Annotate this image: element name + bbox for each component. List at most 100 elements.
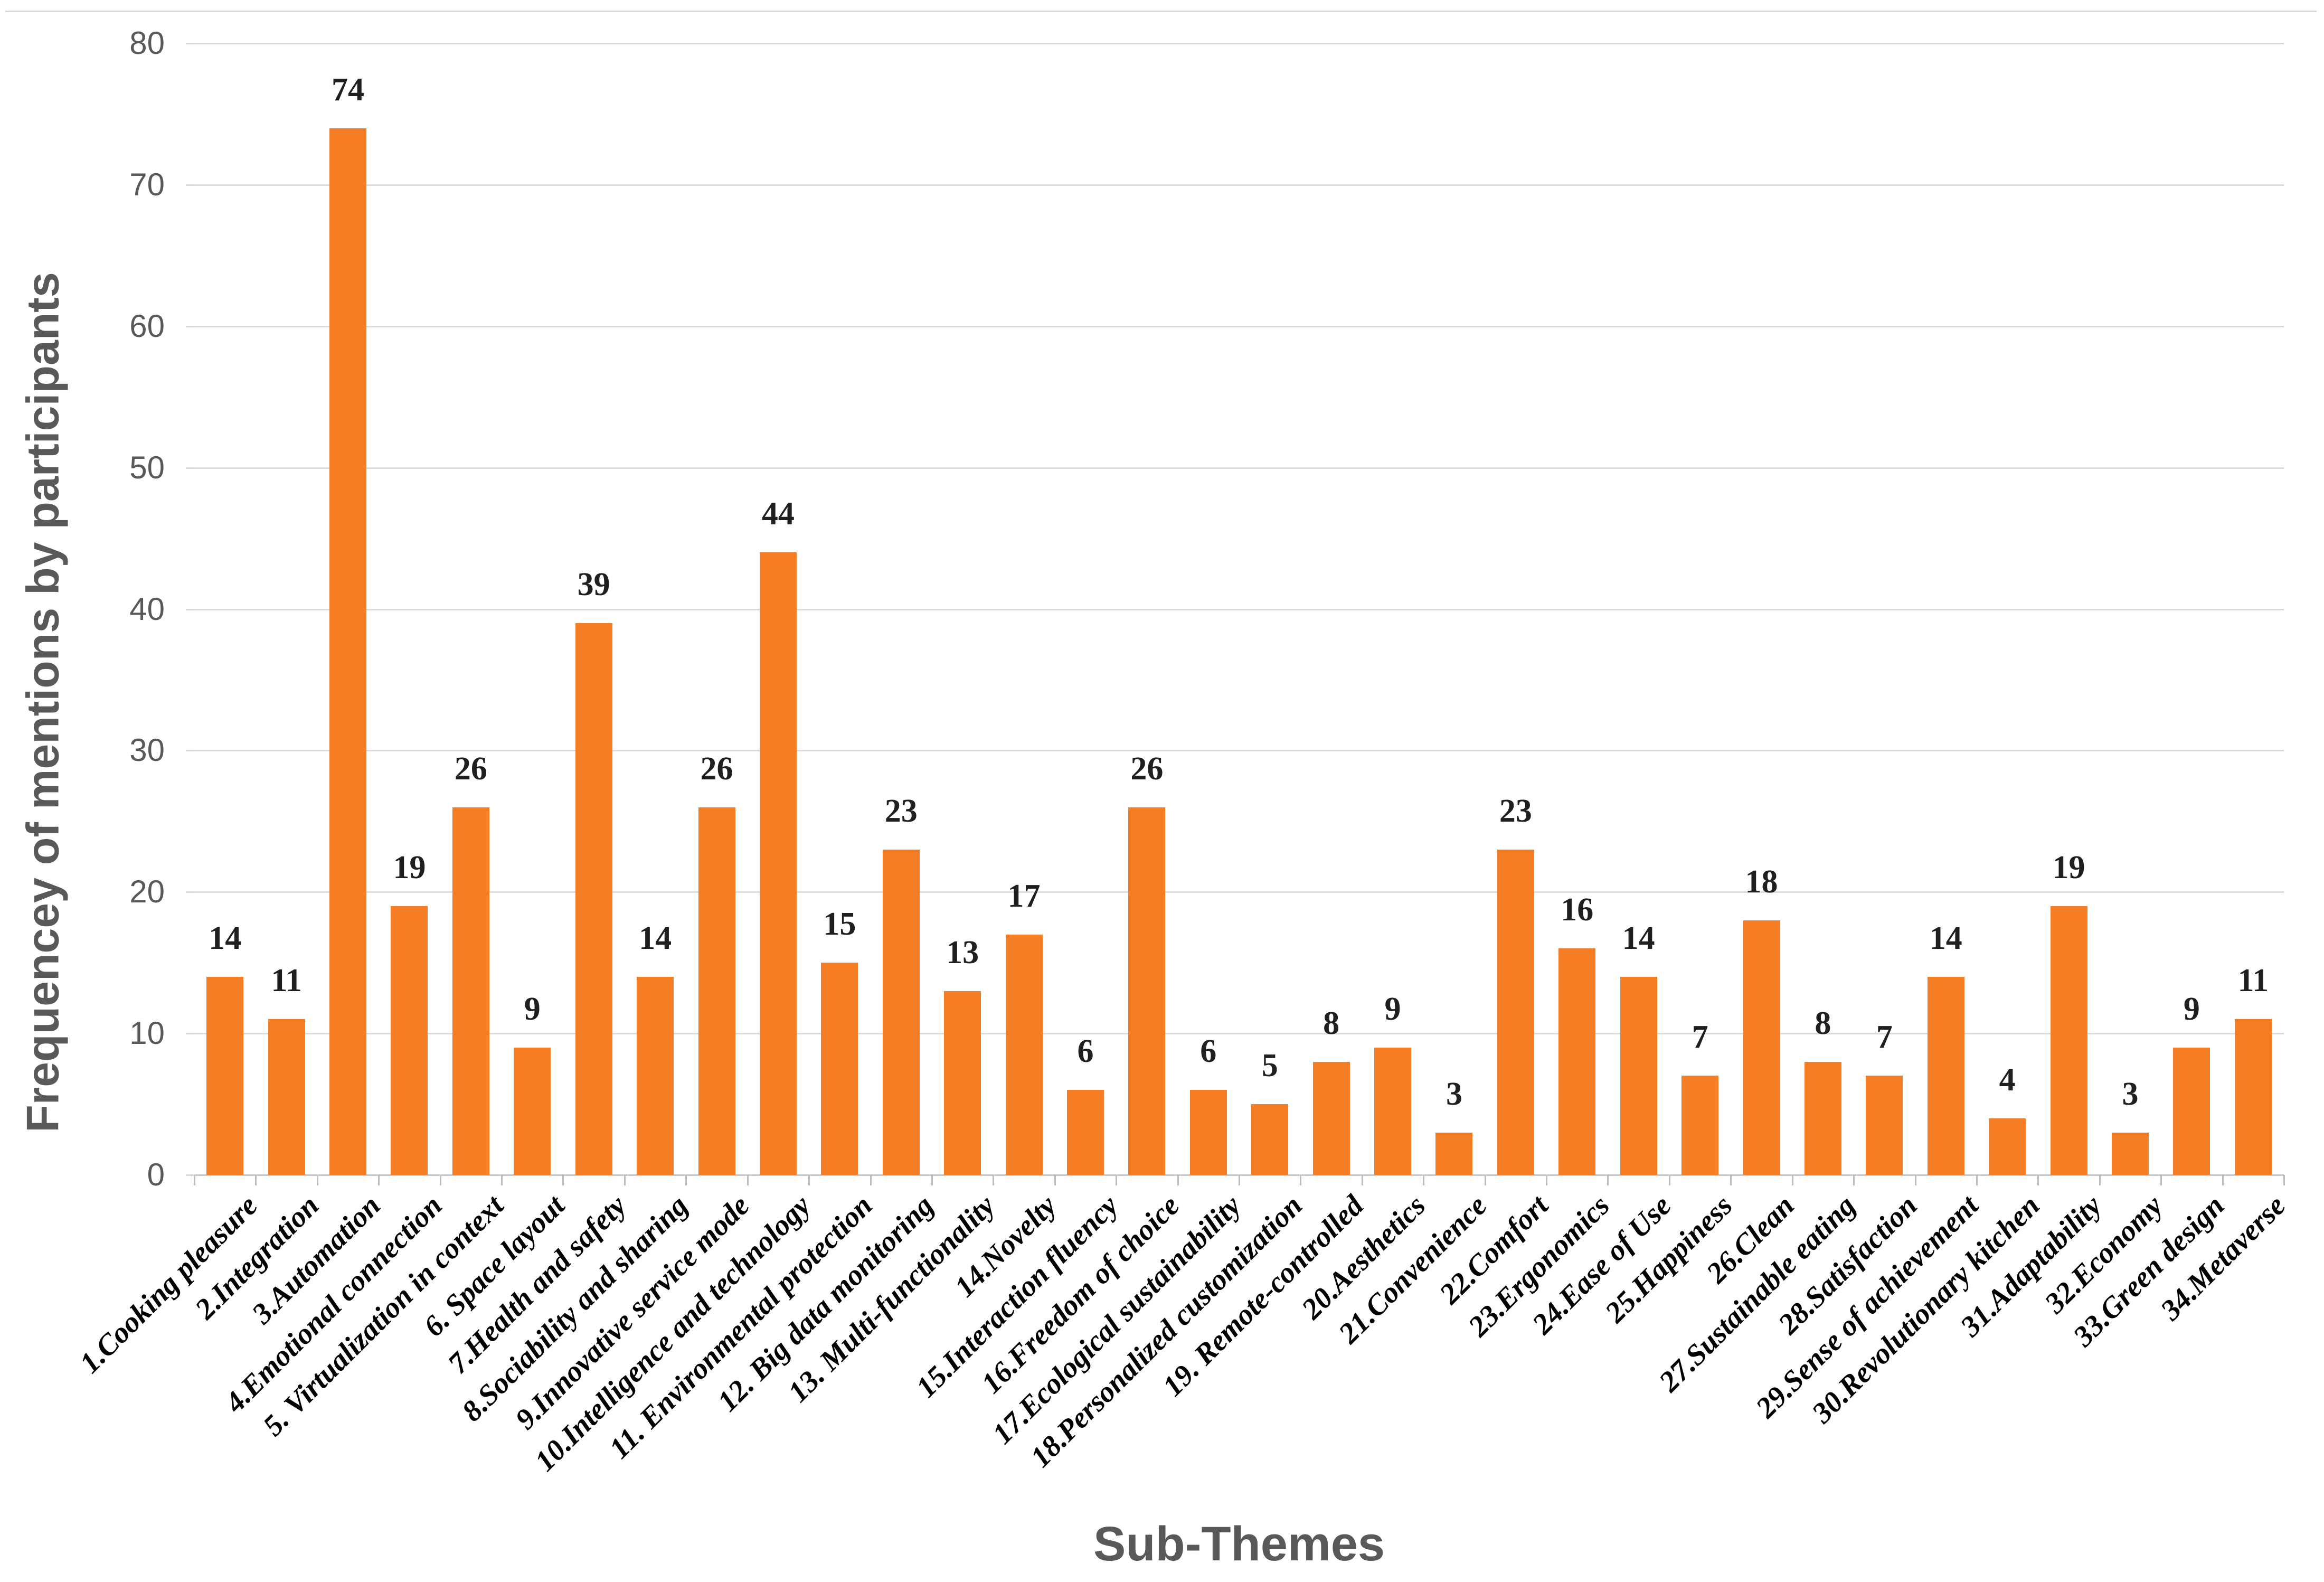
bar [1866,1076,1903,1175]
bar-value-label: 7 [1876,1019,1893,1056]
x-axis-tick [1853,1175,1855,1185]
bar-value-label: 26 [1130,750,1164,787]
bar-value-label: 8 [1323,1005,1340,1041]
bar-value-label: 16 [1561,892,1594,928]
x-axis-tick [1976,1175,1978,1185]
bar [268,1019,305,1175]
bar [1804,1061,1841,1175]
y-axis-tick [186,891,194,893]
bar [882,849,920,1175]
y-axis-tick [186,325,194,327]
bar [1435,1132,1473,1175]
bar [1128,807,1166,1175]
bar [1497,849,1534,1175]
bar-value-label: 14 [639,920,672,956]
bar [698,807,735,1175]
bar-value-label: 26 [700,750,733,787]
bar-value-label: 44 [761,496,795,532]
bar-value-label: 3 [2122,1076,2139,1112]
bar-value-label: 23 [884,793,918,829]
bar [1681,1076,1719,1175]
x-axis-tick [685,1175,687,1185]
x-axis-tick [1791,1175,1793,1185]
bar [514,1047,551,1175]
bar-value-label: 17 [1007,878,1041,914]
y-axis-tick [186,43,194,44]
bar-value-label: 39 [577,567,610,603]
gridline [194,608,2284,610]
bar-value-label: 19 [393,850,426,886]
y-axis-tick [186,1174,194,1176]
bar [575,623,612,1175]
bar [1989,1118,2026,1175]
bar-value-label: 9 [2183,991,2200,1027]
bar-value-label: 9 [524,991,541,1027]
x-axis-tick [993,1175,995,1185]
bar-value-label: 6 [1200,1033,1217,1070]
x-axis-tick [2222,1175,2224,1185]
bar [1312,1061,1350,1175]
bar [1558,948,1596,1175]
x-axis-title: Sub-Themes [1093,1517,1385,1571]
x-axis-tick [1730,1175,1732,1185]
gridline [194,891,2284,893]
figure-top-border [5,11,2317,12]
x-axis-tick [747,1175,749,1185]
x-axis-tick [2160,1175,2162,1185]
x-axis-tick [931,1175,933,1185]
x-axis-tick [1607,1175,1609,1185]
y-axis-tick [186,750,194,752]
bar-value-label: 14 [209,920,242,956]
bar [1066,1090,1104,1175]
y-axis-tick-label: 20 [129,874,165,910]
bar-value-label: 23 [1499,793,1532,829]
bar [1743,920,1780,1175]
bar [2111,1132,2149,1175]
bar [821,963,858,1175]
x-axis-tick [1361,1175,1363,1185]
x-axis-tick [1177,1175,1179,1185]
gridline [194,43,2284,44]
bar-value-label: 5 [1261,1048,1278,1084]
x-axis-tick [623,1175,626,1185]
gridline [194,325,2284,327]
x-axis-tick [1484,1175,1486,1185]
bar [452,807,489,1175]
x-axis-tick [1116,1175,1118,1185]
x-axis-tick [439,1175,441,1185]
y-axis-tick [186,608,194,610]
y-axis-tick-label: 50 [129,449,165,485]
x-axis-tick [501,1175,503,1185]
bar [944,991,981,1175]
y-axis-tick-label: 80 [129,25,165,61]
x-axis-tick [1239,1175,1240,1185]
bar-value-label: 26 [454,750,487,787]
y-axis-tick-label: 30 [129,732,165,768]
x-axis-tick [1914,1175,1916,1185]
gridline [194,467,2284,469]
bar-value-label: 13 [946,934,979,971]
bar-value-label: 14 [1929,920,1962,956]
y-axis-tick [186,467,194,469]
bar-value-label: 11 [2237,963,2269,999]
x-axis-tick [2099,1175,2101,1185]
bar-value-label: 18 [1745,863,1778,900]
bar [759,552,797,1175]
gridline [194,750,2284,752]
gridline [194,1033,2284,1035]
bar [2050,906,2087,1175]
bar [1620,976,1657,1175]
y-axis-tick-label: 70 [129,166,165,202]
y-axis-title: Frequencey of mentions by participants [17,272,69,1133]
bar-value-label: 3 [1446,1076,1462,1112]
y-axis-tick [186,1033,194,1035]
bar-value-label: 19 [2052,850,2085,886]
x-axis-tick [1054,1175,1056,1185]
bar [1374,1047,1412,1175]
x-axis-tick [870,1175,872,1185]
bar-value-label: 15 [823,906,856,943]
bar [2173,1047,2210,1175]
x-axis-tick [2283,1175,2285,1185]
bar-value-label: 4 [1999,1061,2016,1098]
